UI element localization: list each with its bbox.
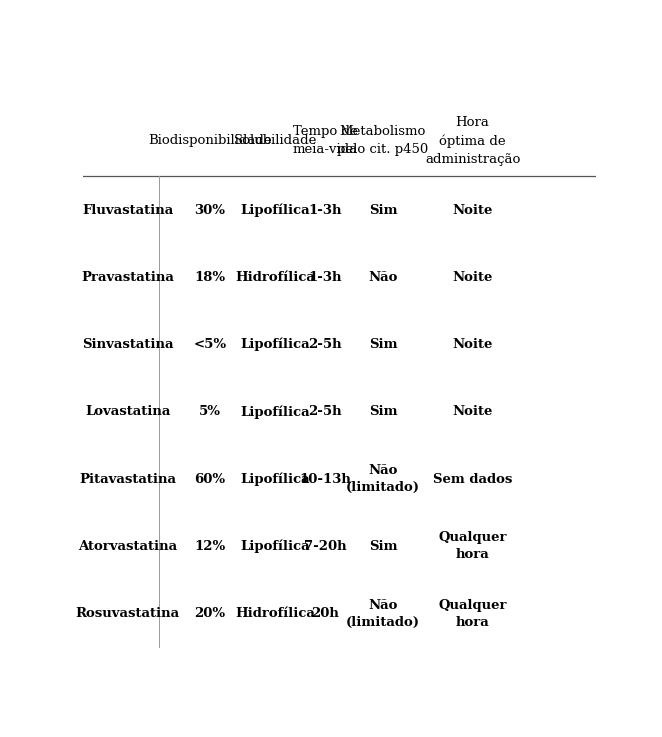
Text: Lipofílica: Lipofílica: [240, 472, 310, 486]
Text: Não
(limitado): Não (limitado): [346, 464, 420, 495]
Text: 20%: 20%: [195, 607, 226, 621]
Text: Rosuvastatina: Rosuvastatina: [76, 607, 180, 621]
Text: Noite: Noite: [453, 338, 493, 351]
Text: Noite: Noite: [453, 203, 493, 217]
Text: Lipofílica: Lipofílica: [240, 338, 310, 352]
Text: 1-3h: 1-3h: [308, 203, 342, 217]
Text: Sim: Sim: [369, 540, 397, 553]
Text: Noite: Noite: [453, 270, 493, 284]
Text: Lovastatina: Lovastatina: [85, 405, 171, 419]
Text: Sim: Sim: [369, 203, 397, 217]
Text: Sinvastatina: Sinvastatina: [82, 338, 173, 351]
Text: 10-13h: 10-13h: [299, 472, 351, 486]
Text: Sem dados: Sem dados: [433, 472, 512, 486]
Text: Hidrofílica: Hidrofílica: [235, 607, 315, 621]
Text: Sim: Sim: [369, 338, 397, 351]
Text: <5%: <5%: [193, 338, 226, 351]
Text: 5%: 5%: [199, 405, 221, 419]
Text: Pravastatina: Pravastatina: [81, 270, 174, 284]
Text: Lipofílica: Lipofílica: [240, 539, 310, 553]
Text: Hora
óptima de
administração: Hora óptima de administração: [425, 116, 520, 166]
Text: Solubilidade: Solubilidade: [234, 134, 317, 147]
Text: 18%: 18%: [195, 270, 226, 284]
Text: Lipofílica: Lipofílica: [240, 405, 310, 419]
Text: 1-3h: 1-3h: [308, 270, 342, 284]
Text: Metabolismo
pelo cit. p450: Metabolismo pelo cit. p450: [337, 125, 428, 156]
Text: 20h: 20h: [311, 607, 339, 621]
Text: 30%: 30%: [195, 203, 226, 217]
Text: Qualquer
hora: Qualquer hora: [438, 598, 507, 629]
Text: 2-5h: 2-5h: [308, 405, 342, 419]
Text: 12%: 12%: [195, 540, 226, 553]
Text: 2-5h: 2-5h: [308, 338, 342, 351]
Text: Tempo de
meia-vida: Tempo de meia-vida: [293, 125, 357, 156]
Text: Fluvastatina: Fluvastatina: [82, 203, 173, 217]
Text: 7-20h: 7-20h: [304, 540, 346, 553]
Text: Lipofílica: Lipofílica: [240, 203, 310, 217]
Text: Atorvastatina: Atorvastatina: [78, 540, 177, 553]
Text: Não
(limitado): Não (limitado): [346, 598, 420, 629]
Text: Qualquer
hora: Qualquer hora: [438, 531, 507, 562]
Text: Biodisponibilidade: Biodisponibilidade: [148, 134, 272, 147]
Text: 60%: 60%: [195, 472, 226, 486]
Text: Sim: Sim: [369, 405, 397, 419]
Text: Hidrofílica: Hidrofílica: [235, 270, 315, 284]
Text: Pitavastatina: Pitavastatina: [79, 472, 176, 486]
Text: Noite: Noite: [453, 405, 493, 419]
Text: Não: Não: [368, 270, 398, 284]
